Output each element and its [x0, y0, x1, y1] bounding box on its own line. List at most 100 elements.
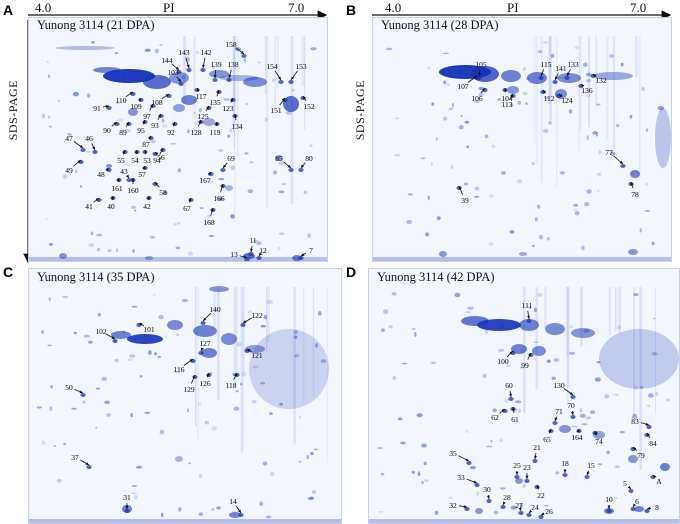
- gel-minor-spot: [586, 135, 589, 140]
- gel-minor-spot: [217, 197, 224, 201]
- gel-streak: [608, 287, 611, 336]
- spot-arrowhead-a-110: [129, 92, 133, 95]
- gel-minor-spot: [208, 235, 215, 237]
- gel-streak: [237, 36, 239, 157]
- gel-minor-spot: [604, 394, 610, 399]
- gel-minor-spot: [298, 460, 302, 463]
- gel-minor-spot: [129, 354, 136, 358]
- gel-minor-spot: [273, 170, 277, 175]
- gel-minor-spot: [466, 145, 469, 149]
- gel-major-spot: [93, 67, 121, 73]
- panel-letter-b: B: [346, 2, 357, 18]
- gel-minor-spot: [115, 101, 120, 105]
- spot-label-c-129: 129: [183, 385, 195, 394]
- gel-minor-spot: [248, 310, 253, 313]
- gel-minor-spot: [279, 402, 283, 406]
- gel-dye-front: [373, 257, 671, 261]
- gel-minor-spot: [493, 510, 499, 515]
- spot-arrowhead-a-158: [240, 50, 244, 54]
- gel-minor-spot: [423, 461, 427, 466]
- spot-label-d-70: 70: [567, 401, 575, 410]
- gel-minor-spot: [58, 99, 60, 102]
- sds-page-label: SDS-PAGE: [353, 80, 367, 141]
- gel-minor-spot: [227, 134, 231, 138]
- gel-dye-front: [29, 257, 327, 261]
- spot-a-138: [226, 78, 232, 82]
- gel-major-spot: [439, 251, 447, 257]
- spot-a-158: [241, 54, 247, 58]
- gel-minor-spot: [207, 180, 214, 183]
- gel-streak: [301, 36, 305, 87]
- spot-label-b-105: 105: [475, 60, 487, 69]
- gel-minor-spot: [260, 324, 266, 328]
- spot-label-a-87: 87: [142, 140, 150, 149]
- gel-major-spot: [507, 86, 519, 94]
- gel-minor-spot: [87, 93, 91, 98]
- gel-streak: [197, 287, 199, 440]
- spot-label-b-124: 124: [561, 96, 573, 105]
- spot-d-60: [508, 397, 514, 401]
- gel-major-spot: [203, 118, 215, 126]
- spot-label-d-84: 84: [649, 439, 657, 448]
- spot-arrowhead-c-140: [203, 317, 207, 321]
- spot-arrowhead-a-139: [213, 74, 217, 78]
- spot-a-69: [220, 168, 226, 172]
- gel-minor-spot: [448, 496, 453, 499]
- gel-minor-spot: [107, 249, 112, 253]
- gel-streak: [234, 36, 236, 222]
- gel-panel-c: 140 101 102 122 127 121 116 126 118 129 50 37 31 14 Y…: [28, 268, 342, 524]
- gel-minor-spot: [85, 150, 91, 153]
- gel-streak: [274, 36, 276, 109]
- spot-label-a-142: 142: [200, 48, 212, 57]
- gel-minor-spot: [266, 299, 274, 305]
- gel-streak: [549, 36, 552, 125]
- spot-label-a-58: 58: [159, 188, 167, 197]
- spot-a-7: [298, 256, 304, 260]
- gel-minor-spot: [240, 382, 243, 386]
- gel-major-spot: [145, 256, 153, 260]
- spot-label-b-106: 106: [471, 94, 483, 103]
- spot-label-b-78: 78: [631, 190, 639, 199]
- spot-arrowhead-c-50: [79, 390, 83, 394]
- spot-label-a-95: 95: [137, 126, 145, 135]
- gel-streak: [234, 36, 237, 108]
- gel-minor-spot: [46, 60, 49, 64]
- spot-label-a-134: 134: [231, 122, 243, 131]
- gel-minor-spot: [230, 165, 235, 171]
- spot-a-91: [106, 106, 112, 110]
- gel-minor-spot: [249, 161, 254, 163]
- spot-label-d-23: 23: [523, 463, 531, 472]
- spot-arrowhead-a-142: [202, 64, 206, 68]
- gel-title-a: Yunong 3114 (21 DPA): [37, 18, 155, 32]
- gel-minor-spot: [170, 142, 177, 145]
- spot-d-26: [538, 515, 544, 519]
- gel-minor-spot: [252, 239, 259, 243]
- gel-minor-spot: [49, 242, 53, 246]
- spot-label-d-99: 99: [521, 361, 529, 370]
- gel-minor-spot: [45, 218, 48, 220]
- spot-arrowhead-a-103: [177, 78, 181, 82]
- gel-streak: [264, 36, 267, 94]
- gel-major-spot: [209, 286, 229, 292]
- gel-minor-spot: [114, 51, 119, 55]
- spot-arrowhead-d-8: [647, 506, 651, 510]
- gel-minor-spot: [446, 83, 450, 86]
- gel-minor-spot: [542, 41, 549, 44]
- spot-label-a-57: 57: [138, 170, 146, 179]
- gel-minor-spot: [553, 358, 560, 362]
- gel-minor-spot: [620, 62, 624, 67]
- gel-minor-spot: [204, 420, 209, 425]
- gel-minor-spot: [150, 139, 156, 144]
- gel-minor-spot: [516, 179, 523, 184]
- spot-label-d-18: 18: [561, 459, 569, 468]
- gel-major-spot: [630, 170, 640, 178]
- spot-label-d-62: 62: [491, 413, 499, 422]
- gel-streak: [535, 36, 538, 164]
- gel-minor-spot: [546, 359, 551, 363]
- gel-minor-spot: [514, 400, 522, 404]
- gel-major-spot: [655, 108, 671, 168]
- gel-minor-spot: [193, 112, 196, 115]
- gel-streak: [326, 287, 328, 463]
- panel-letter-d: D: [346, 264, 357, 280]
